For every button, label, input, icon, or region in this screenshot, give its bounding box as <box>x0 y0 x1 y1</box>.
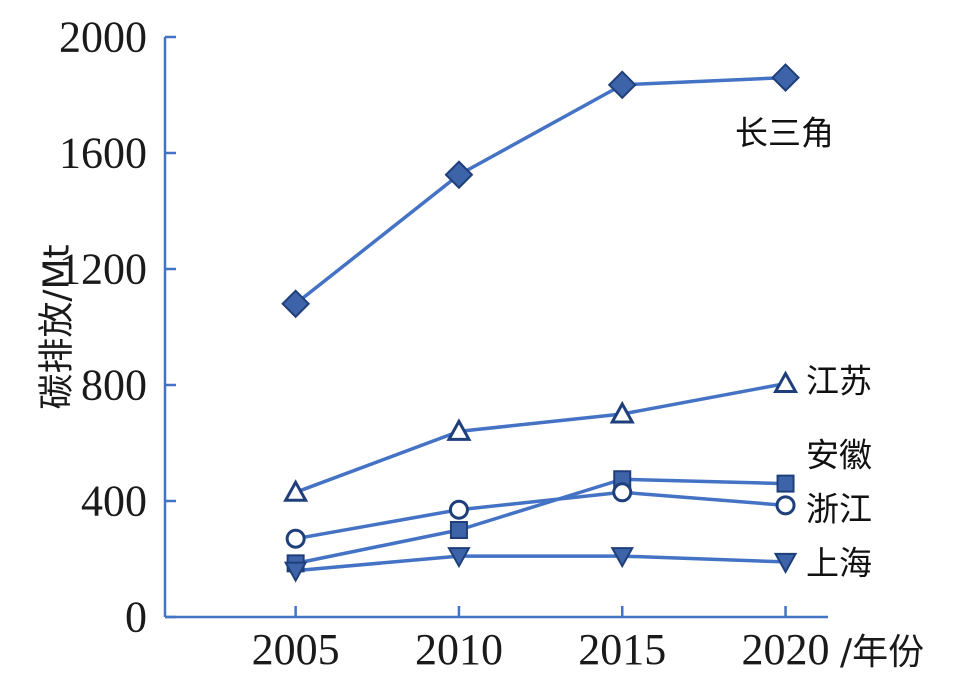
data-point-diamond <box>444 160 474 190</box>
data-point-diamond <box>607 70 637 100</box>
data-point-circle <box>612 482 633 503</box>
series-label: 上海 <box>806 544 872 583</box>
series-label: 安徽 <box>806 436 872 475</box>
data-point-diamond <box>771 63 800 93</box>
x-tick-label: 2015 <box>578 625 666 673</box>
x-tick-label: 2005 <box>252 625 340 673</box>
series-markers <box>281 63 800 583</box>
series-line <box>295 554 786 573</box>
data-point-triangle-up <box>283 479 309 502</box>
x-axis-title: /年份 <box>840 632 924 673</box>
data-point-circle <box>448 499 469 520</box>
series-label: 浙江 <box>806 490 872 529</box>
data-point-triangle-up <box>446 418 472 441</box>
y-axis-title: 碳排放/Mt <box>37 244 78 409</box>
series-line <box>295 477 786 566</box>
series-label: 江苏 <box>806 362 872 401</box>
series-lines <box>294 75 786 573</box>
data-point-square <box>776 474 795 493</box>
data-point-triangle-up <box>609 400 635 424</box>
axes <box>163 37 828 619</box>
y-tick-label: 0 <box>125 593 147 642</box>
x-tick-label: 2010 <box>415 625 503 673</box>
data-point-triangle-up <box>772 370 799 394</box>
y-tick-label: 1600 <box>59 129 147 178</box>
axis-ticks: 0 400 800 1200 1600 2000 2005 2010 2015 2020 <box>59 13 830 673</box>
data-point-diamond <box>281 289 311 319</box>
data-point-square <box>449 521 468 539</box>
data-point-triangle-down <box>610 547 634 569</box>
data-point-circle <box>775 495 796 516</box>
series-line <box>295 381 786 494</box>
x-tick-label: 2020 <box>742 625 830 673</box>
series-line <box>295 490 786 541</box>
y-tick-label: 2000 <box>59 13 147 62</box>
series-label: 长三角 <box>735 114 834 153</box>
data-point-triangle-down <box>447 547 471 569</box>
y-tick-label: 1200 <box>59 245 147 294</box>
data-point-circle <box>285 528 306 549</box>
y-tick-label: 400 <box>81 477 147 526</box>
series-line <box>294 75 786 306</box>
data-point-triangle-down <box>283 561 308 583</box>
data-point-triangle-down <box>773 552 798 574</box>
y-tick-label: 800 <box>81 361 147 410</box>
